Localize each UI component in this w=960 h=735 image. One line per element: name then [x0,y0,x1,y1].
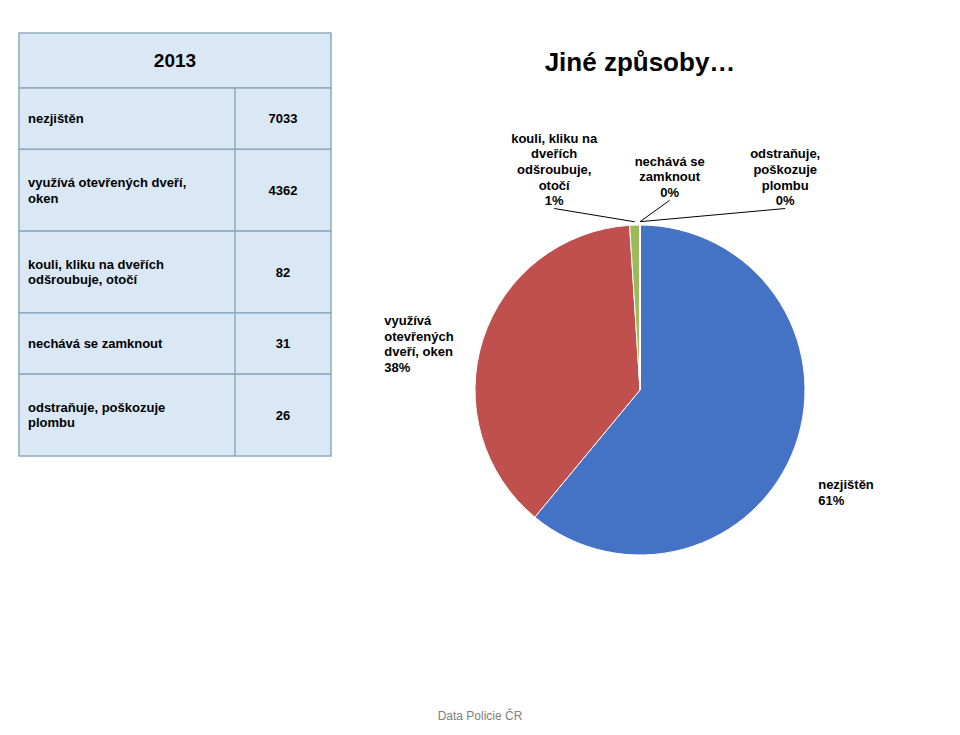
table-row-bg [19,313,331,374]
data-label: kouli, kliku nadveříchodšroubuje,otočí1% [511,131,598,208]
table-value: 26 [276,408,290,423]
table-row: nezjištěn 7033 [19,88,331,149]
footer: Data Policie ČR [438,708,523,723]
data-label-line: odšroubuje, [517,162,591,177]
table-row-bg [19,231,331,313]
pie-slice [640,225,641,390]
data-label-line: 0% [776,193,795,208]
leader-line [554,209,635,222]
table-value-line: 26 [276,408,290,423]
table-value-line: 4362 [269,183,298,198]
table-label: nechává se zamknout [28,336,163,351]
table-value: 31 [276,336,290,351]
data-label: nezjištěn61% [818,477,874,508]
table-title: 2013 [154,50,196,71]
table-row-bg [19,88,331,149]
table-value-line: 82 [276,265,290,280]
table-value-line: 7033 [269,111,298,126]
pie-slice [475,225,640,517]
table-label-line: využívá otevřených dveří, [28,175,186,190]
footer-line: Data Policie ČR [438,708,523,723]
chart-canvas: 2013 nezjištěn 7033 využívá otevřených dveř… [0,0,960,735]
table-label-line: odstraňuje, poškozuje [28,400,165,415]
leader-line [640,200,670,221]
data-label-line: nezjištěn [818,477,874,492]
table-header [19,33,331,88]
data-label-line: odstraňuje, [750,146,820,161]
table-divider [234,231,236,313]
data-label-line: plombu [762,178,809,193]
table: 2013 nezjištěn 7033 využívá otevřených dveř… [19,33,331,456]
data-label-line: otevřených [384,329,453,344]
table-value-line: 31 [276,336,290,351]
table-value: 4362 [269,183,298,198]
table-row: využívá otevřených dveří,oken 4362 [19,149,331,231]
data-label-line: 38% [384,360,410,375]
pie-slice [640,225,641,390]
data-label-line: dveří, oken [384,344,453,359]
table-divider [234,149,236,231]
table-label: využívá otevřených dveří,oken [28,175,186,206]
pie-slice [630,225,640,390]
table-label-line: nechává se zamknout [28,336,163,351]
table-row-bg [19,149,331,231]
pie [475,225,805,555]
table-value: 82 [276,265,290,280]
table-row-bg [19,374,331,456]
data-label-line: poškozuje [753,162,817,177]
data-label: odstraňuje,poškozujeplombu0% [750,146,820,208]
leader-line [640,209,785,222]
table-label-line: kouli, kliku na dveřích [28,257,164,272]
data-label-line: 0% [660,185,679,200]
data-label-line: zamknout [639,169,700,184]
table-label: odstraňuje, poškozujeplombu [28,400,165,431]
table-divider [234,88,236,149]
data-label: využíváotevřenýchdveří, oken38% [384,313,453,375]
table-label: kouli, kliku na dveříchodšroubuje, otočí [28,257,164,288]
table-title-line: 2013 [154,50,196,71]
data-label-line: dveřích [531,146,577,161]
table-divider [234,374,236,456]
data-label: nechává sezamknout0% [635,154,705,200]
table-row: kouli, kliku na dveříchodšroubuje, otočí… [19,231,331,313]
table-label-line: oken [28,191,58,206]
table-label-line: odšroubuje, otočí [28,272,137,287]
data-label-line: využívá [384,313,432,328]
table-row: nechává se zamknout 31 [19,313,331,374]
data-label-line: nechává se [635,154,705,169]
data-label-line: 61% [818,493,844,508]
table-row: odstraňuje, poškozujeplombu 26 [19,374,331,456]
pie-labels: nezjištěn61% využíváotevřenýchdveří, oken… [384,131,874,508]
data-label-line: kouli, kliku na [511,131,598,146]
table-label-line: nezjištěn [28,111,84,126]
table-value: 7033 [269,111,298,126]
data-label-line: otočí [539,178,570,193]
table-label: nezjištěn [28,111,84,126]
table-label-line: plombu [28,415,75,430]
data-label-line: 1% [545,193,564,208]
chart-title: Jiné způsoby… [545,47,736,77]
table-divider [234,313,236,374]
chart-title-line: Jiné způsoby… [545,47,736,77]
